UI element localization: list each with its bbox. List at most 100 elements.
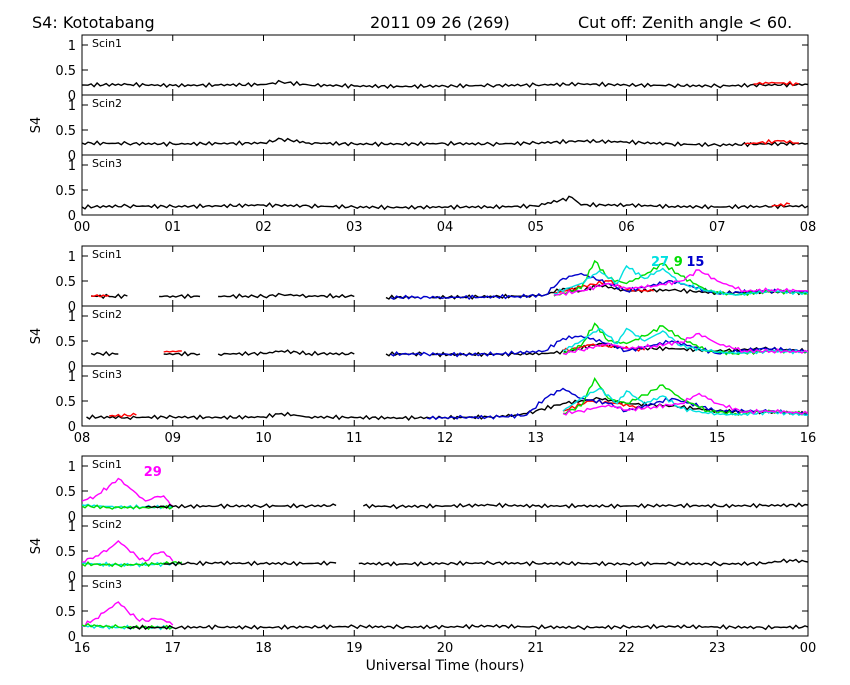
x-axis-label: Universal Time (hours) <box>366 658 525 674</box>
x-tick-label: 01 <box>164 220 181 235</box>
series-line-black <box>91 284 808 300</box>
series-line-blue <box>390 272 808 301</box>
plot-group-1: 0 0.5 1 Scin1 0 0.5 1 Scin2 0 0.5 1 Scin3 00 01 02 03 04… <box>29 34 817 235</box>
panel-label: Scin3 <box>92 578 122 591</box>
y-tick-label: 0.5 <box>55 545 76 560</box>
x-tick-label: 07 <box>709 220 726 235</box>
prn-label: 15 <box>686 255 704 270</box>
series-line-magenta <box>553 269 808 296</box>
panel-scin1: 0 0.5 1 Scin1 <box>55 245 809 315</box>
series-line-black <box>127 623 808 631</box>
series-line-magenta <box>82 601 174 628</box>
x-tick-label: 18 <box>255 641 272 656</box>
x-tick-label: 08 <box>800 220 817 235</box>
y-tick-label: 0.5 <box>55 605 76 620</box>
panel-scin2: 0 0.5 1 Scin2 <box>55 515 809 585</box>
panel-label: Scin3 <box>92 157 122 170</box>
series-line-black <box>82 195 808 211</box>
x-tick-label: 16 <box>74 641 91 656</box>
x-tick-label: 00 <box>74 220 91 235</box>
series-line-green <box>82 561 183 568</box>
x-tick-label: 21 <box>527 641 544 656</box>
y-tick-label: 0.5 <box>55 335 76 350</box>
y-tick-label: 0.5 <box>55 124 76 139</box>
series-line-black <box>90 342 808 358</box>
panel-scin3: 0 0.5 1 Scin3 <box>55 154 809 224</box>
x-tick-label: 23 <box>709 641 726 656</box>
x-tick-label: 12 <box>437 431 454 446</box>
plot-group-3: 0 0.5 1 Scin1 0 0.5 1 Scin2 0 0.5 1 Scin3 29 16 17 18 19… <box>29 455 817 674</box>
y-tick-label: 0 <box>68 630 76 645</box>
y-tick-label: 0 <box>68 360 76 375</box>
prn-label: 29 <box>144 465 162 480</box>
panel-frame <box>81 305 809 367</box>
x-tick-label: 04 <box>437 220 454 235</box>
y-tick-label: 0 <box>68 300 76 315</box>
x-tick-label: 15 <box>709 431 726 446</box>
y-axis-label: S4 <box>29 117 44 134</box>
panel-scin3: 0 0.5 1 Scin3 <box>55 575 809 645</box>
series-line-black <box>82 79 808 90</box>
panel-label: Scin2 <box>92 308 122 321</box>
series-line-cyan <box>553 264 808 296</box>
x-tick-label: 13 <box>527 431 544 446</box>
y-tick-label: 1 <box>68 580 76 595</box>
x-tick-label: 16 <box>800 431 817 446</box>
y-axis-label: S4 <box>29 538 44 555</box>
y-tick-label: 0 <box>68 420 76 435</box>
y-tick-label: 0.5 <box>55 64 76 79</box>
panel-scin2: 0 0.5 1 Scin2 <box>55 94 809 164</box>
series-line-red <box>744 138 799 145</box>
series-line-magenta <box>562 332 808 356</box>
series-line-black <box>145 502 808 510</box>
x-tick-label: 11 <box>346 431 363 446</box>
x-tick-label: 20 <box>437 641 454 656</box>
y-tick-label: 0 <box>68 89 76 104</box>
series-line-magenta <box>82 540 174 563</box>
y-tick-label: 1 <box>68 460 76 475</box>
x-tick-label: 22 <box>618 641 635 656</box>
series-line-red <box>753 80 800 87</box>
x-tick-label: 10 <box>255 431 272 446</box>
x-tick-label: 08 <box>74 431 91 446</box>
panel-scin1: 0 0.5 1 Scin1 <box>55 455 809 525</box>
y-tick-label: 0 <box>68 510 76 525</box>
x-tick-label: 02 <box>255 220 272 235</box>
date-title: 2011 09 26 (269) <box>370 13 510 32</box>
y-tick-label: 0 <box>68 570 76 585</box>
prn-label: 27 <box>651 255 669 270</box>
series-line-black <box>163 558 808 567</box>
panel-label: Scin3 <box>92 368 122 381</box>
y-tick-label: 0.5 <box>55 485 76 500</box>
x-tick-label: 06 <box>618 220 635 235</box>
panel-scin3: 0 0.5 1 Scin3 <box>55 365 809 435</box>
y-tick-label: 0 <box>68 209 76 224</box>
y-tick-label: 0.5 <box>55 275 76 290</box>
x-tick-label: 14 <box>618 431 635 446</box>
station-title: S4: Kototabang <box>32 13 155 32</box>
y-tick-label: 0 <box>68 149 76 164</box>
panel-label: Scin2 <box>92 518 122 531</box>
cutoff-title: Cut off: Zenith angle < 60. <box>578 13 792 32</box>
y-tick-label: 1 <box>68 310 76 325</box>
x-tick-label: 17 <box>164 641 181 656</box>
x-tick-label: 05 <box>527 220 544 235</box>
series-line-magenta <box>82 477 174 507</box>
x-tick-label: 00 <box>800 641 817 656</box>
series-line-magenta <box>562 392 808 416</box>
y-tick-label: 1 <box>68 250 76 265</box>
series-line-cyan <box>82 503 173 510</box>
series-line-cyan <box>562 387 808 417</box>
panel-label: Scin1 <box>92 458 122 471</box>
x-tick-label: 09 <box>164 431 181 446</box>
y-tick-label: 1 <box>68 39 76 54</box>
panel-scin2: 0 0.5 1 Scin2 <box>55 305 809 375</box>
series-line-black <box>82 137 808 148</box>
panel-label: Scin1 <box>92 248 122 261</box>
y-tick-label: 0.5 <box>55 184 76 199</box>
x-tick-label: 19 <box>346 641 363 656</box>
